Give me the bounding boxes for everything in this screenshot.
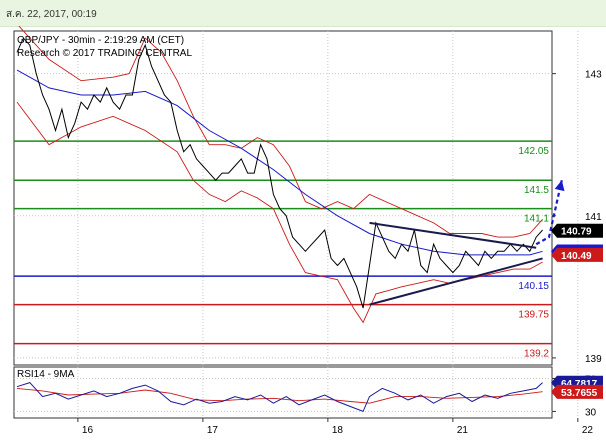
- last-price-tag-bg: [551, 223, 603, 238]
- y-tick-label: 143: [585, 70, 602, 81]
- x-tick-label: 17: [207, 425, 219, 436]
- x-tick-label: 16: [82, 425, 94, 436]
- level-label: 139.75: [518, 310, 549, 321]
- x-tick-label: 18: [332, 425, 344, 436]
- price-series-line: [16, 37, 543, 309]
- y-tick-label: 141: [585, 212, 602, 223]
- timestamp-bar: ส.ค. 22, 2017, 00:19: [0, 0, 606, 27]
- timestamp-label: ส.ค. 22, 2017, 00:19: [6, 9, 97, 20]
- main-panel-frame: [13, 30, 553, 366]
- rsi-ma-value-tag-bg: [551, 384, 603, 399]
- level-lines: 142.05 141.5 141.1 140.15 139.75 139.2: [14, 140, 552, 360]
- level-label: 141.5: [524, 185, 549, 196]
- y-tick-label: 139: [585, 354, 602, 365]
- rsi-line: [16, 382, 543, 413]
- triangle-upper-line: [369, 221, 537, 249]
- chart-title: GBP/JPY - 30min - 2:19:29 AM (CET): [17, 35, 184, 46]
- rsi-title: RSI14 - 9MA: [17, 369, 75, 380]
- bollinger-upper-line: [18, 26, 543, 238]
- y-axis-ticks: 143 141 139: [552, 70, 602, 365]
- rsi-ma-value-tag-text: 53.7655: [561, 388, 598, 399]
- level-label: 139.2: [524, 349, 549, 360]
- forecast-arrow-head: [554, 180, 565, 192]
- forecast-arrow: [535, 179, 565, 246]
- rsi-value-tag-text: 64.7817: [561, 379, 598, 390]
- level-label: 142.05: [518, 146, 549, 157]
- level-label: 140.15: [518, 281, 549, 292]
- triangle-pattern: [369, 221, 543, 306]
- chart-subtitle: Research © 2017 TRADING CENTRAL: [17, 48, 192, 59]
- main-panel: 142.05 141.5 141.1 140.15 139.75 139.2 GBP/JP…: [13, 26, 579, 366]
- last-price-tag-text: 140.79: [561, 227, 592, 238]
- band-value-tag-bg: [551, 247, 603, 262]
- rsi-panel-frame: [13, 366, 553, 419]
- rsi-grid: [14, 367, 579, 418]
- moving-average-line: [16, 69, 543, 256]
- x-axis-ticks: 16 17 18 21 22: [77, 418, 594, 436]
- rsi-ma-line: [16, 387, 543, 404]
- rsi-y-tick-label: 30: [585, 407, 597, 418]
- triangle-lower-line: [369, 257, 543, 306]
- x-tick-label: 21: [457, 425, 469, 436]
- forecast-arrow-shaft: [535, 179, 563, 246]
- band-value-tag-text: 140.49: [561, 251, 592, 262]
- x-tick-label: 22: [582, 425, 594, 436]
- level-label: 141.1: [524, 214, 549, 225]
- chart-area: 142.05 141.5 141.1 140.15 139.75 139.2 GBP/JP…: [13, 26, 603, 436]
